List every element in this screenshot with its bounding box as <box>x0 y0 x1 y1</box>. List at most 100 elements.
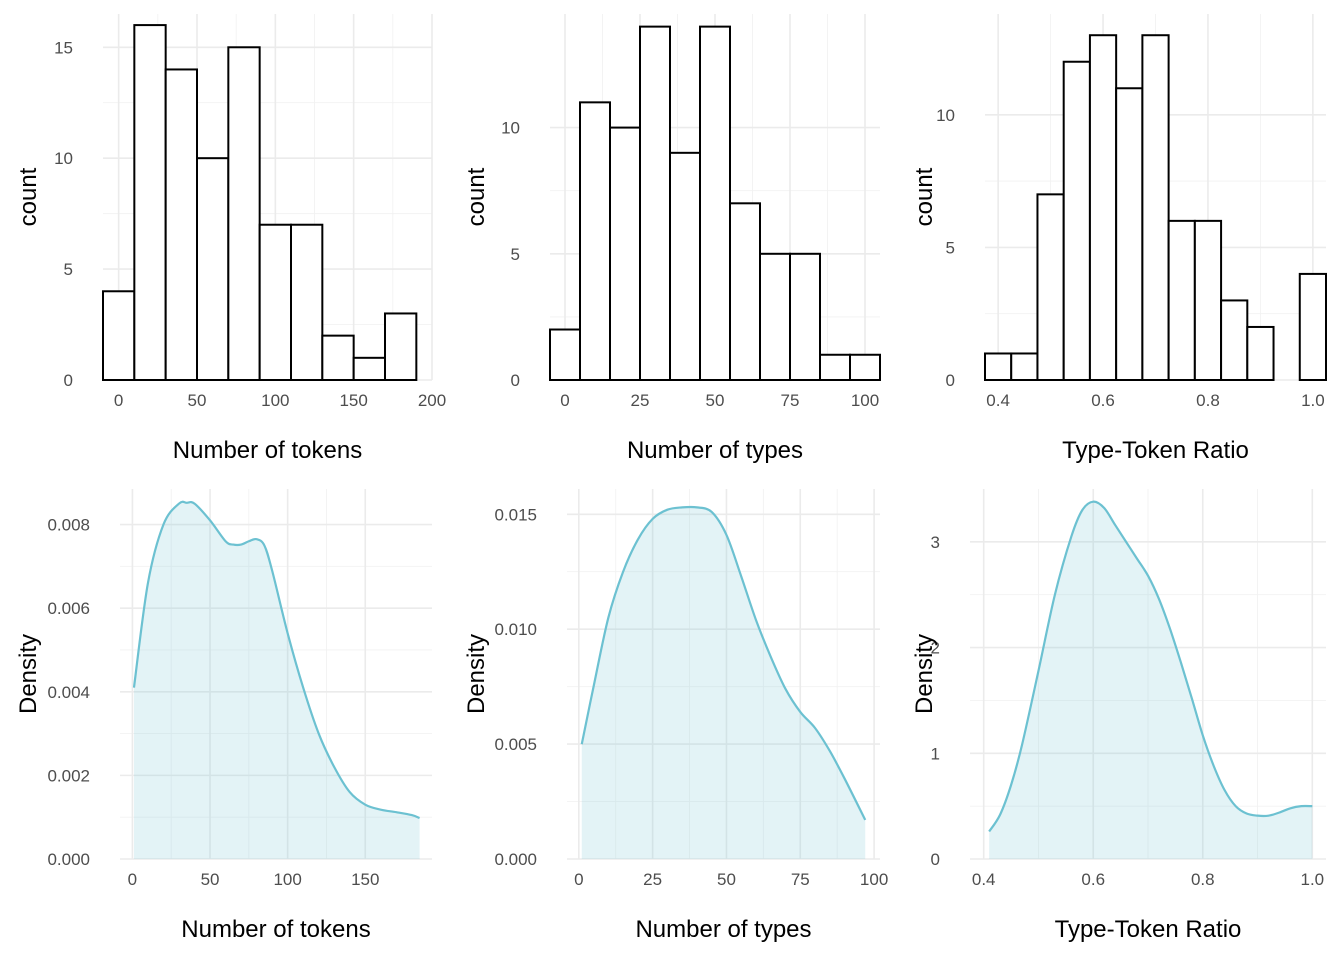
y-tick-label: 0.004 <box>47 683 90 702</box>
x-axis-title: Number of types <box>627 437 803 464</box>
x-tick-label: 25 <box>643 870 662 889</box>
x-axis-title: Number of types <box>635 916 811 943</box>
histogram-bar <box>1141 34 1170 382</box>
histogram-bar <box>1220 299 1249 381</box>
histogram-bar <box>164 68 199 381</box>
histogram-bar <box>133 24 167 381</box>
histogram-bar <box>819 353 851 381</box>
x-tick-label: 0 <box>560 391 569 410</box>
panel-density-types: 0 25 50 75 100 0.000 0.005 0.010 0.015 Number of … <box>463 489 888 943</box>
histogram-bar <box>1193 219 1223 381</box>
density-curve <box>132 500 420 820</box>
histogram-bar <box>639 25 671 381</box>
histogram-bar <box>759 252 791 381</box>
x-tick-label: 0.8 <box>1196 391 1220 410</box>
density-area <box>581 506 866 859</box>
histogram-bar <box>729 202 761 381</box>
x-tick-label: 0 <box>128 870 137 889</box>
y-tick-label: 2 <box>931 639 940 658</box>
x-tick-label: 0.6 <box>1091 391 1115 410</box>
histogram-bar <box>1167 219 1196 381</box>
histogram-bar <box>1088 34 1118 382</box>
x-tick-label: 0 <box>574 870 583 889</box>
x-axis-title: Number of tokens <box>173 437 362 464</box>
y-tick-label: 0.010 <box>494 620 537 639</box>
histogram-bar <box>1298 272 1328 382</box>
y-tick-label: 10 <box>501 119 520 138</box>
histogram-bar <box>609 126 641 381</box>
histogram-bar <box>1115 87 1144 382</box>
x-tick-label: 75 <box>791 870 810 889</box>
histogram-bar <box>352 356 386 381</box>
y-tick-label: 10 <box>54 149 73 168</box>
x-tick-label: 0.4 <box>986 391 1010 410</box>
y-axis-title: Density <box>15 634 42 714</box>
y-tick-label: 5 <box>946 238 955 257</box>
histogram-bar <box>258 223 292 381</box>
x-tick-label: 200 <box>418 391 446 410</box>
x-tick-label: 50 <box>188 391 207 410</box>
panel-density-tokens: 0 50 100 150 0.000 0.002 0.004 0.006 0.008 Number… <box>15 489 432 943</box>
x-tick-label: 150 <box>351 870 379 889</box>
histogram-bar <box>549 328 581 381</box>
histogram-bar <box>102 290 136 382</box>
histogram-bar <box>196 157 230 381</box>
histogram-bar <box>1062 60 1091 381</box>
histogram-bar <box>321 334 355 381</box>
x-tick-label: 0.4 <box>972 870 996 889</box>
histogram-bar <box>789 252 821 381</box>
x-tick-label: 75 <box>781 391 800 410</box>
x-tick-label: 50 <box>717 870 736 889</box>
histogram-bar <box>384 312 418 382</box>
histogram-bar <box>849 353 881 381</box>
y-tick-label: 5 <box>511 245 520 264</box>
y-tick-label: 0.008 <box>47 516 90 535</box>
y-axis-title: count <box>911 167 938 226</box>
y-tick-label: 0 <box>511 371 520 390</box>
y-axis-title: count <box>15 167 42 226</box>
y-tick-label: 0.015 <box>494 505 537 524</box>
density-area <box>989 501 1313 859</box>
y-tick-label: 0.000 <box>494 850 537 869</box>
y-tick-label: 0.005 <box>494 735 537 754</box>
histogram-bar <box>669 151 701 381</box>
x-axis-title: Type-Token Ratio <box>1055 916 1242 943</box>
y-tick-label: 0 <box>64 371 73 390</box>
x-tick-label: 50 <box>201 870 220 889</box>
y-tick-label: 10 <box>936 106 955 125</box>
y-axis-title: Density <box>463 634 490 714</box>
x-tick-label: 0.6 <box>1081 870 1105 889</box>
density-curve <box>988 500 1313 833</box>
x-tick-label: 0 <box>114 391 123 410</box>
y-axis-title: count <box>463 167 490 226</box>
y-tick-label: 15 <box>54 38 73 57</box>
y-tick-label: 5 <box>64 260 73 279</box>
y-axis-title: Density <box>911 634 938 714</box>
histogram-bar <box>1246 325 1275 381</box>
histogram-bar <box>984 352 1013 382</box>
histogram-bar <box>290 223 324 381</box>
y-tick-label: 0.006 <box>47 599 90 618</box>
y-tick-label: 0.000 <box>47 850 90 869</box>
x-axis-title: Type-Token Ratio <box>1062 437 1249 464</box>
panel-hist-types: 0 25 50 75 100 0 5 10 Number of types count <box>463 14 881 464</box>
y-tick-label: 1 <box>931 744 940 763</box>
y-tick-label: 3 <box>931 533 940 552</box>
x-axis-title: Number of tokens <box>181 916 370 943</box>
x-tick-label: 100 <box>261 391 289 410</box>
x-tick-label: 50 <box>706 391 725 410</box>
panel-hist-ttr: 0.4 0.6 0.8 1.0 0 5 10 Type-Token Ratio count <box>911 14 1328 464</box>
histogram-bar <box>699 25 731 381</box>
histogram-bar <box>1010 352 1039 382</box>
density-curve <box>580 505 867 821</box>
panel-density-ttr: 0.4 0.6 0.8 1.0 0 1 2 3 Type-Token Ratio Density <box>911 489 1326 943</box>
histogram-bar <box>1036 193 1065 381</box>
histogram-bar <box>227 46 261 381</box>
x-tick-label: 0.8 <box>1191 870 1215 889</box>
y-tick-label: 0 <box>946 371 955 390</box>
x-tick-label: 100 <box>851 391 879 410</box>
panel-hist-tokens: 0 50 100 150 200 0 5 10 15 Number of tokens count <box>15 14 446 464</box>
histogram-bar <box>579 101 611 382</box>
x-tick-label: 150 <box>339 391 367 410</box>
